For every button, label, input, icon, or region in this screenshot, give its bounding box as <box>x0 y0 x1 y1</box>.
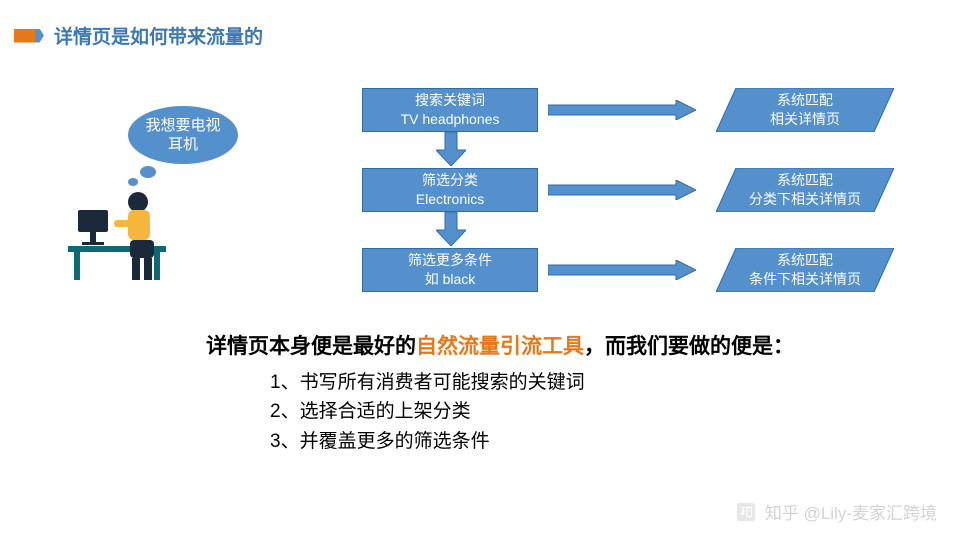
slide-header: 详情页是如何带来流量的 <box>14 22 263 49</box>
right-arrow-icon <box>548 260 696 280</box>
slide-title: 详情页是如何带来流量的 <box>54 22 263 49</box>
person-at-desk-icon <box>60 186 180 286</box>
bubble-dot-icon <box>128 178 138 186</box>
summary-block: 详情页本身便是最好的自然流量引流工具，而我们要做的便是： 1、书写所有消费者可能… <box>140 330 860 456</box>
flow-box-line: Electronics <box>416 190 484 209</box>
flow-result-3: 系统匹配 条件下相关详情页 <box>716 248 894 292</box>
flow-box-filter: 筛选更多条件 如 black <box>362 248 538 292</box>
down-arrow-icon <box>436 212 466 246</box>
summary-post: ，而我们要做的便是： <box>584 335 794 358</box>
summary-item: 3、并覆盖更多的筛选条件 <box>270 427 860 456</box>
zhihu-icon <box>735 501 757 523</box>
summary-list: 1、书写所有消费者可能搜索的关键词 2、选择合适的上架分类 3、并覆盖更多的筛选… <box>270 368 860 456</box>
flow-box-line: TV headphones <box>401 110 500 129</box>
flow-result-2: 系统匹配 分类下相关详情页 <box>716 168 894 212</box>
flow-box-line: 如 black <box>425 270 476 289</box>
down-arrow-icon <box>436 132 466 166</box>
flow-result-line: 系统匹配 <box>777 91 833 110</box>
summary-title: 详情页本身便是最好的自然流量引流工具，而我们要做的便是： <box>140 330 860 360</box>
watermark-text: 知乎 @Lily-麦家汇跨境 <box>765 499 937 524</box>
thought-bubble: 我想要电视 耳机 <box>128 106 238 164</box>
flow-diagram: 我想要电视 耳机 搜索关键词 TV headphones 筛选分类 Electr… <box>0 78 957 318</box>
flow-box-line: 筛选分类 <box>422 171 478 190</box>
right-arrow-icon <box>548 100 696 120</box>
flow-box-category: 筛选分类 Electronics <box>362 168 538 212</box>
flow-box-line: 筛选更多条件 <box>408 251 492 270</box>
flow-result-line: 系统匹配 <box>777 251 833 270</box>
summary-item: 2、选择合适的上架分类 <box>270 397 860 426</box>
summary-item: 1、书写所有消费者可能搜索的关键词 <box>270 368 860 397</box>
thought-line1: 我想要电视 <box>145 116 220 136</box>
flow-result-line: 系统匹配 <box>777 171 833 190</box>
watermark: 知乎 @Lily-麦家汇跨境 <box>735 499 937 524</box>
summary-highlight: 自然流量引流工具 <box>416 335 584 358</box>
flow-result-line: 相关详情页 <box>770 110 840 129</box>
flow-result-1: 系统匹配 相关详情页 <box>716 88 894 132</box>
flow-result-line: 分类下相关详情页 <box>749 190 861 209</box>
bubble-dot-icon <box>140 166 156 178</box>
flow-result-line: 条件下相关详情页 <box>749 270 861 289</box>
flow-box-search: 搜索关键词 TV headphones <box>362 88 538 132</box>
header-bullet-icon <box>14 29 44 43</box>
flow-box-line: 搜索关键词 <box>415 91 485 110</box>
thought-line2: 耳机 <box>145 135 220 155</box>
right-arrow-icon <box>548 180 696 200</box>
summary-pre: 详情页本身便是最好的 <box>206 335 416 358</box>
